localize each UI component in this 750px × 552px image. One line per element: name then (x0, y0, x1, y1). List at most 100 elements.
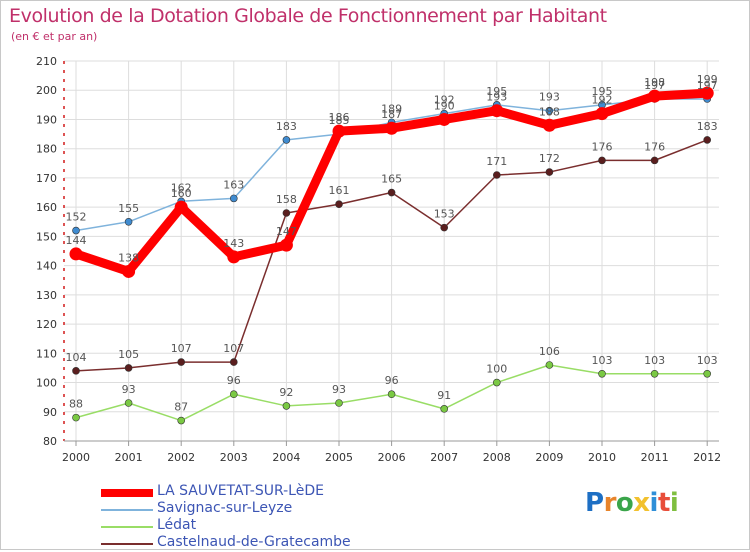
legend-label: Savignac-sur-Leyze (157, 500, 293, 516)
data-label: 143 (223, 237, 244, 250)
data-label: 189 (381, 102, 402, 115)
data-point (227, 250, 241, 264)
data-point (387, 188, 396, 197)
logo-letter: i (669, 488, 679, 518)
data-point (542, 118, 556, 132)
data-point (72, 367, 80, 375)
data-label: 147 (276, 225, 297, 238)
data-label: 193 (539, 91, 560, 104)
data-point (437, 112, 451, 126)
data-label: 186 (329, 111, 350, 124)
data-point (492, 171, 501, 179)
x-tick-label: 2000 (62, 451, 90, 464)
data-point (177, 358, 185, 366)
data-label: 92 (279, 386, 293, 399)
data-point (124, 399, 133, 407)
data-label: 185 (329, 114, 350, 127)
data-point (492, 378, 501, 387)
data-label: 107 (223, 342, 244, 355)
data-label: 106 (539, 345, 560, 358)
data-label: 171 (486, 155, 507, 168)
y-tick-label: 100 (36, 377, 57, 390)
logo-letter: o (615, 488, 634, 518)
x-tick-label: 2011 (641, 451, 669, 464)
data-label: 107 (171, 342, 192, 355)
data-point (545, 361, 554, 369)
data-label: 158 (276, 193, 297, 206)
data-label: 172 (539, 152, 560, 165)
x-tick-label: 2007 (430, 451, 458, 464)
x-tick-label: 2002 (167, 451, 195, 464)
data-label: 103 (644, 354, 665, 367)
legend-swatch (101, 489, 153, 497)
data-label: 183 (276, 120, 297, 133)
x-tick-label: 2003 (220, 451, 248, 464)
data-point (124, 217, 133, 226)
data-point (174, 200, 188, 214)
proxiti-logo: Proxiti (585, 488, 679, 518)
data-label: 93 (332, 383, 346, 396)
y-tick-label: 130 (36, 289, 57, 302)
data-point (230, 390, 238, 399)
data-label: 165 (381, 173, 402, 186)
data-point (595, 107, 609, 121)
y-tick-label: 180 (36, 143, 57, 156)
chart-title: Evolution de la Dotation Globale de Fonc… (9, 5, 607, 27)
data-label: 87 (174, 401, 188, 414)
data-point (69, 247, 83, 261)
y-tick-label: 120 (36, 318, 57, 331)
data-label: 103 (697, 354, 718, 367)
data-label: 163 (223, 178, 244, 191)
data-point (332, 124, 346, 138)
data-label: 96 (385, 374, 399, 387)
data-point (650, 369, 659, 378)
data-point (387, 390, 396, 399)
data-label: 160 (171, 187, 192, 200)
data-label: 100 (486, 363, 507, 376)
data-label: 155 (118, 202, 139, 215)
data-point (440, 405, 449, 413)
data-label: 162 (171, 181, 192, 194)
data-point (230, 358, 238, 366)
data-point (279, 238, 293, 252)
legend-swatch (101, 526, 153, 528)
data-point (177, 416, 185, 425)
data-point (490, 104, 504, 118)
data-label: 197 (697, 79, 718, 92)
data-point (230, 194, 238, 203)
legend-swatch (101, 509, 153, 511)
data-point (282, 402, 291, 410)
logo-letter: P (585, 488, 604, 518)
data-point (282, 136, 291, 144)
data-label: 190 (434, 99, 455, 112)
legend-label: Lédat (157, 517, 197, 533)
data-label: 192 (434, 94, 455, 107)
y-tick-label: 210 (36, 55, 57, 68)
data-label: 197 (644, 79, 665, 92)
data-point (648, 89, 662, 103)
x-tick-label: 2006 (378, 451, 406, 464)
data-label: 195 (592, 85, 613, 98)
data-label: 144 (66, 234, 87, 247)
data-point (385, 121, 399, 135)
data-label: 187 (381, 108, 402, 121)
data-label: 91 (437, 389, 451, 402)
data-point (650, 156, 659, 165)
data-label: 104 (66, 351, 87, 364)
x-tick-label: 2001 (115, 451, 143, 464)
x-tick-label: 2004 (272, 451, 300, 464)
data-label: 188 (539, 105, 560, 118)
chart-subtitle: (en € et par an) (11, 30, 98, 43)
data-label: 138 (118, 251, 139, 264)
data-label: 199 (697, 73, 718, 86)
data-point (545, 106, 554, 115)
data-label: 105 (118, 348, 139, 361)
data-point (122, 264, 136, 278)
data-point (72, 226, 80, 235)
data-label: 183 (697, 120, 718, 133)
data-label: 195 (486, 85, 507, 98)
data-label: 176 (592, 140, 613, 153)
data-point (700, 86, 714, 100)
